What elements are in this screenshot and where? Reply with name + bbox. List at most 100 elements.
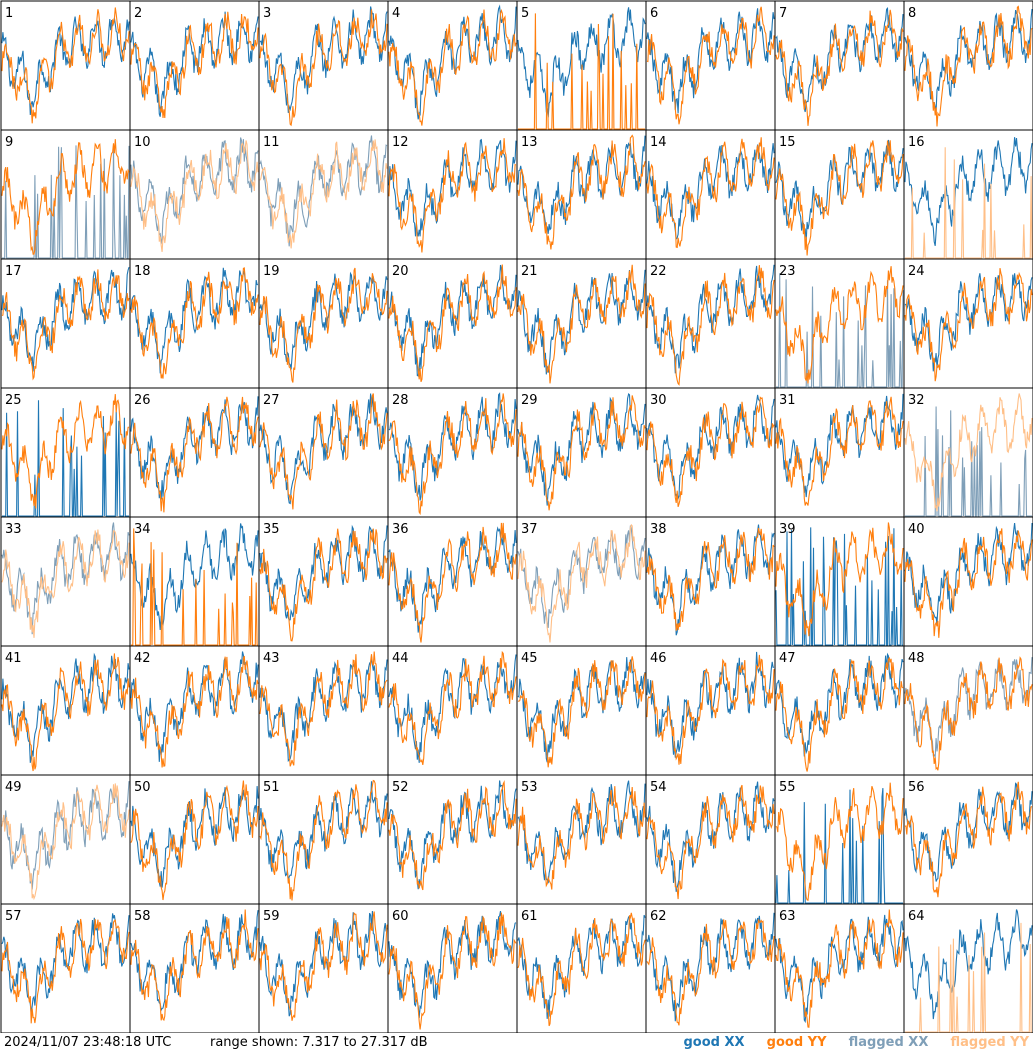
- panel-label: 12: [392, 135, 409, 150]
- panel-label: 26: [134, 393, 151, 408]
- series-xx-good-41: [1, 652, 130, 763]
- panel-label: 4: [392, 6, 400, 21]
- series-xx-flagged-32: [905, 406, 1032, 517]
- panel-8: 8: [903, 0, 1033, 131]
- series-xx-good-21: [517, 269, 646, 375]
- series-xx-good-30: [646, 394, 775, 501]
- series-xx-good-38: [646, 524, 775, 636]
- panel-64: 64: [903, 903, 1033, 1033]
- panel-14: 14: [645, 129, 776, 260]
- series-yy-flagged-16: [905, 147, 1033, 259]
- series-xx-good-61: [517, 914, 646, 1019]
- series-yy-good-45: [517, 656, 646, 768]
- legend-flagged-xx: flagged XX: [848, 1035, 929, 1050]
- panel-61: 61: [516, 903, 647, 1033]
- panel-label: 46: [650, 651, 667, 666]
- series-yy-good-9: [1, 139, 130, 255]
- panel-41: 41: [0, 645, 131, 776]
- panel-label: 32: [908, 393, 925, 408]
- panel-53: 53: [516, 774, 647, 905]
- series-yy-good-8: [904, 5, 1033, 127]
- panel-label: 13: [521, 135, 538, 150]
- series-xx-good-19: [259, 271, 388, 370]
- panel-31: 31: [774, 387, 905, 518]
- series-xx-good-3: [259, 6, 388, 113]
- series-xx-good-29: [517, 392, 646, 506]
- panel-label: 21: [521, 264, 538, 279]
- legend-good-xx: good XX: [683, 1035, 745, 1050]
- panel-24: 24: [903, 258, 1033, 389]
- panel-label: 56: [908, 780, 925, 795]
- series-xx-flagged-9: [2, 145, 130, 259]
- panel-11: 11: [258, 129, 389, 260]
- panel-label: 52: [392, 780, 409, 795]
- series-xx-good-47: [775, 652, 904, 757]
- series-yy-flagged-64: [905, 922, 1032, 1033]
- panel-label: 23: [779, 264, 796, 279]
- series-yy-good-51: [259, 779, 388, 901]
- panel-46: 46: [645, 645, 776, 776]
- series-xx-good-58: [130, 910, 259, 1012]
- series-xx-good-40: [904, 522, 1033, 624]
- panel-label: 10: [134, 135, 151, 150]
- series-xx-good-44: [388, 654, 517, 763]
- series-yy-good-34: [131, 528, 258, 646]
- panel-7: 7: [774, 0, 905, 131]
- series-yy-good-26: [130, 396, 259, 513]
- series-yy-good-47: [775, 656, 904, 772]
- panel-5: 5: [516, 0, 647, 131]
- series-yy-good-28: [388, 393, 517, 516]
- series-xx-good-18: [130, 267, 259, 374]
- panel-label: 17: [5, 264, 22, 279]
- series-xx-good-52: [388, 780, 517, 890]
- series-yy-good-60: [388, 912, 517, 1030]
- series-xx-good-63: [775, 914, 904, 1024]
- series-yy-good-46: [646, 654, 775, 765]
- series-yy-flagged-32: [904, 393, 1033, 512]
- panel-20: 20: [387, 258, 518, 389]
- series-xx-flagged-37: [517, 525, 646, 629]
- series-xx-good-2: [130, 11, 259, 117]
- series-yy-good-18: [130, 267, 259, 379]
- panel-25: 25: [0, 387, 131, 518]
- series-yy-good-5: [518, 13, 645, 130]
- series-yy-good-31: [775, 396, 904, 506]
- panel-44: 44: [387, 645, 518, 776]
- series-xx-good-14: [646, 143, 775, 241]
- series-yy-good-25: [1, 394, 130, 509]
- panel-label: 22: [650, 264, 667, 279]
- panel-label: 14: [650, 135, 667, 150]
- series-yy-good-29: [517, 395, 646, 511]
- series-yy-good-43: [259, 651, 388, 767]
- panel-frame: [0, 0, 131, 131]
- panel-label: 51: [263, 780, 280, 795]
- panel-21: 21: [516, 258, 647, 389]
- panel-label: 27: [263, 393, 280, 408]
- series-yy-good-2: [130, 11, 259, 119]
- series-yy-good-23: [775, 266, 904, 384]
- series-yy-flagged-33: [1, 529, 130, 638]
- panel-38: 38: [645, 516, 776, 647]
- series-yy-good-7: [775, 9, 904, 126]
- panel-label: 8: [908, 6, 916, 21]
- panel-frame: [903, 903, 1033, 1033]
- panel-label: 53: [521, 780, 538, 795]
- panel-34: 34: [129, 516, 260, 647]
- series-yy-good-44: [388, 650, 517, 766]
- series-xx-good-43: [259, 656, 388, 763]
- series-yy-good-1: [1, 7, 130, 124]
- panel-label: 34: [134, 522, 151, 537]
- series-xx-flagged-23: [776, 273, 904, 388]
- series-yy-good-13: [517, 134, 646, 250]
- series-xx-good-57: [1, 913, 130, 1014]
- panel-label: 28: [392, 393, 409, 408]
- series-xx-good-12: [388, 138, 517, 237]
- series-xx-flagged-11: [259, 135, 388, 247]
- series-yy-good-15: [775, 140, 904, 256]
- series-yy-good-39: [775, 522, 904, 637]
- panel-56: 56: [903, 774, 1033, 905]
- series-xx-good-1: [1, 16, 130, 116]
- panel-label: 3: [263, 6, 271, 21]
- panel-40: 40: [903, 516, 1033, 647]
- range-shown: range shown: 7.317 to 27.317 dB: [210, 1035, 428, 1050]
